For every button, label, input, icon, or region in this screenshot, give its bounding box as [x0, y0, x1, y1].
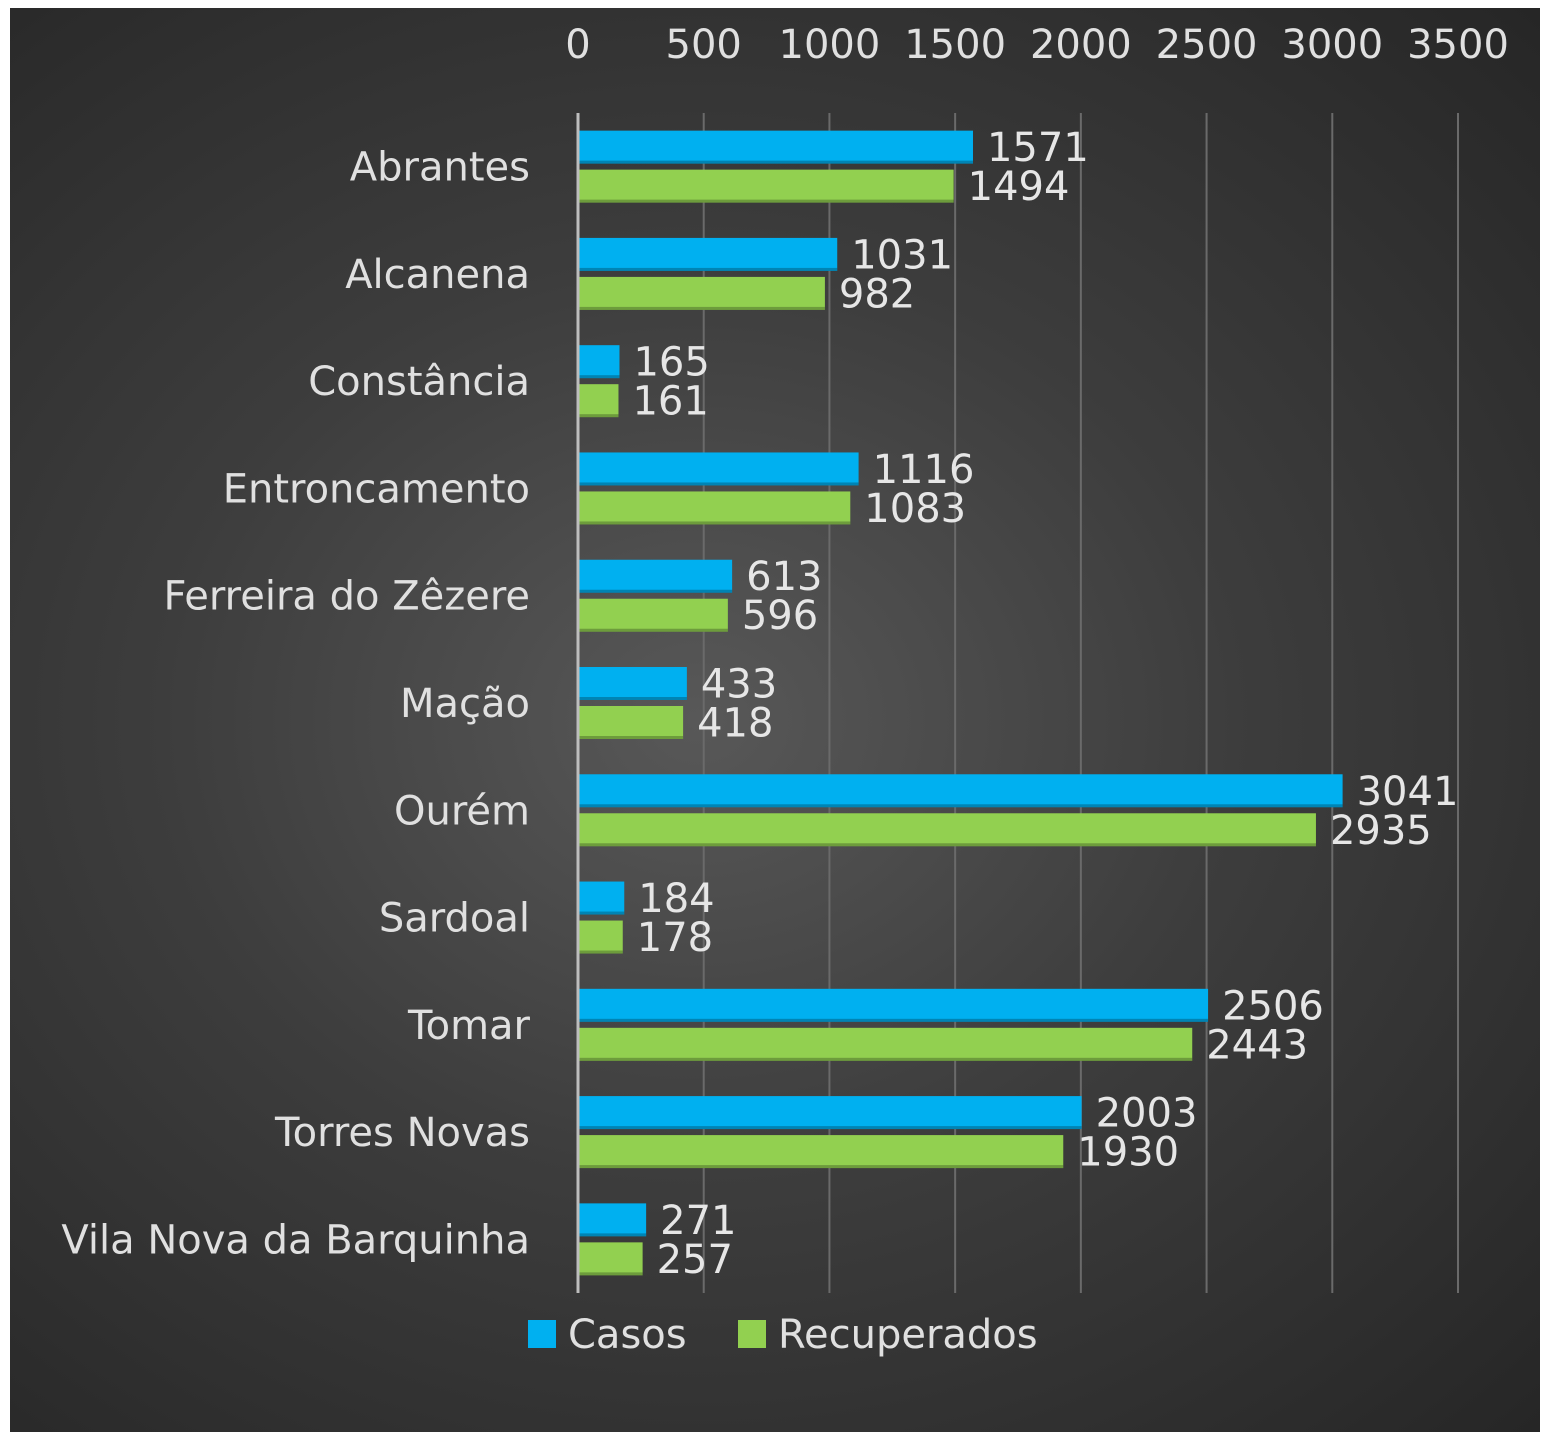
bar-shadow	[579, 950, 623, 954]
data-label: 161	[632, 379, 708, 425]
bar-shadow	[579, 843, 1316, 847]
data-label: 2506	[1222, 983, 1324, 1029]
category-label: Constância	[308, 359, 530, 405]
bar-shadow	[579, 1018, 1209, 1022]
category-label: Vila Nova da Barquinha	[61, 1217, 530, 1263]
x-tick-label: 3000	[1281, 22, 1383, 68]
data-label: 2003	[1096, 1091, 1198, 1137]
bar-casos	[579, 559, 733, 593]
bar-shadow	[579, 1126, 1082, 1130]
bar-recuperados	[579, 813, 1316, 847]
category-label: Abrantes	[350, 145, 530, 191]
bar-shadow	[579, 911, 625, 915]
gridlines	[702, 113, 1459, 1293]
data-label: 982	[839, 271, 915, 317]
data-label: 596	[742, 593, 818, 639]
x-axis-ticks: 0 500 1000 1500 2000 2500 3000 3500	[565, 22, 1509, 68]
x-tick-label: 1000	[779, 22, 881, 68]
category-label: Torres Novas	[274, 1110, 530, 1156]
bar-casos	[579, 988, 1209, 1022]
bar-shadow	[579, 375, 620, 379]
bar-casos	[579, 774, 1343, 808]
bar-casos	[579, 1203, 647, 1237]
bar-shadow	[579, 414, 619, 418]
x-tick-label: 3500	[1407, 22, 1509, 68]
bar-casos	[579, 130, 973, 164]
bar-shadow	[579, 160, 973, 164]
data-label: 257	[657, 1237, 733, 1283]
bar-shadow	[579, 306, 825, 310]
bar-shadow	[579, 267, 838, 271]
data-label: 1116	[873, 447, 975, 493]
data-label: 613	[746, 554, 822, 600]
category-label: Alcanena	[345, 252, 530, 298]
bar-shadow	[579, 1165, 1064, 1169]
bar-casos	[579, 237, 838, 271]
bar-casos	[579, 667, 687, 700]
bar-shadow	[579, 736, 684, 739]
bars	[579, 130, 1343, 1276]
legend-swatch	[528, 1320, 556, 1348]
bar-shadow	[579, 628, 728, 632]
bar-shadow	[579, 1233, 647, 1237]
data-label: 2443	[1206, 1022, 1308, 1068]
bar-chart: 0 500 1000 1500 2000 2500 3000 3500 Abrantes Alc…	[61, 22, 1509, 1358]
bar-recuperados	[579, 598, 728, 632]
bar-recuperados	[579, 384, 619, 418]
bar-shadow	[579, 482, 859, 486]
bar-recuperados	[579, 276, 825, 310]
x-tick-label: 0	[565, 22, 590, 68]
category-labels: Abrantes Alcanena Constância Entroncamento F…	[61, 145, 530, 1264]
category-label: Mação	[400, 681, 530, 727]
bar-shadow	[579, 804, 1343, 808]
x-tick-label: 2500	[1156, 22, 1258, 68]
x-tick-label: 2000	[1030, 22, 1132, 68]
bar-casos	[579, 452, 859, 486]
data-label: 433	[701, 662, 777, 708]
category-label: Ourém	[394, 788, 530, 834]
legend-swatch	[738, 1320, 766, 1348]
data-label: 1494	[968, 164, 1070, 210]
bar-recuperados	[579, 1027, 1193, 1061]
chart-frame: 0 500 1000 1500 2000 2500 3000 3500 Abrantes Alc…	[10, 8, 1540, 1432]
bar-casos	[579, 1096, 1082, 1130]
bar-recuperados	[579, 706, 684, 739]
bar-recuperados	[579, 491, 851, 525]
category-label: Ferreira do Zêzere	[163, 574, 530, 620]
data-label: 3041	[1357, 769, 1459, 815]
data-label: 1083	[864, 486, 966, 532]
data-label: 184	[638, 876, 714, 922]
bar-recuperados	[579, 1135, 1064, 1169]
data-label: 165	[633, 340, 709, 386]
data-label: 1571	[987, 125, 1089, 171]
bar-casos	[579, 881, 625, 915]
bar-shadow	[579, 199, 954, 203]
bar-recuperados	[579, 1242, 643, 1276]
bar-recuperados	[579, 920, 623, 954]
data-label: 1930	[1077, 1130, 1179, 1176]
category-label: Sardoal	[379, 896, 530, 942]
legend-label: Casos	[568, 1312, 687, 1358]
bar-casos	[579, 345, 620, 379]
x-tick-label: 500	[666, 22, 742, 68]
category-label: Entroncamento	[223, 466, 530, 512]
bar-shadow	[579, 1272, 643, 1276]
bar-recuperados	[579, 169, 954, 203]
data-label: 271	[660, 1198, 736, 1244]
legend: Casos Recuperados	[528, 1312, 1038, 1358]
bar-shadow	[579, 589, 733, 593]
bar-shadow	[579, 1057, 1193, 1061]
data-label: 2935	[1330, 808, 1432, 854]
data-label: 178	[637, 915, 713, 961]
data-label: 1031	[851, 232, 953, 278]
bar-shadow	[579, 521, 851, 525]
bar-shadow	[579, 697, 687, 700]
data-label: 418	[697, 701, 773, 747]
x-tick-label: 1500	[904, 22, 1006, 68]
legend-label: Recuperados	[778, 1312, 1038, 1358]
category-label: Tomar	[407, 1003, 531, 1049]
